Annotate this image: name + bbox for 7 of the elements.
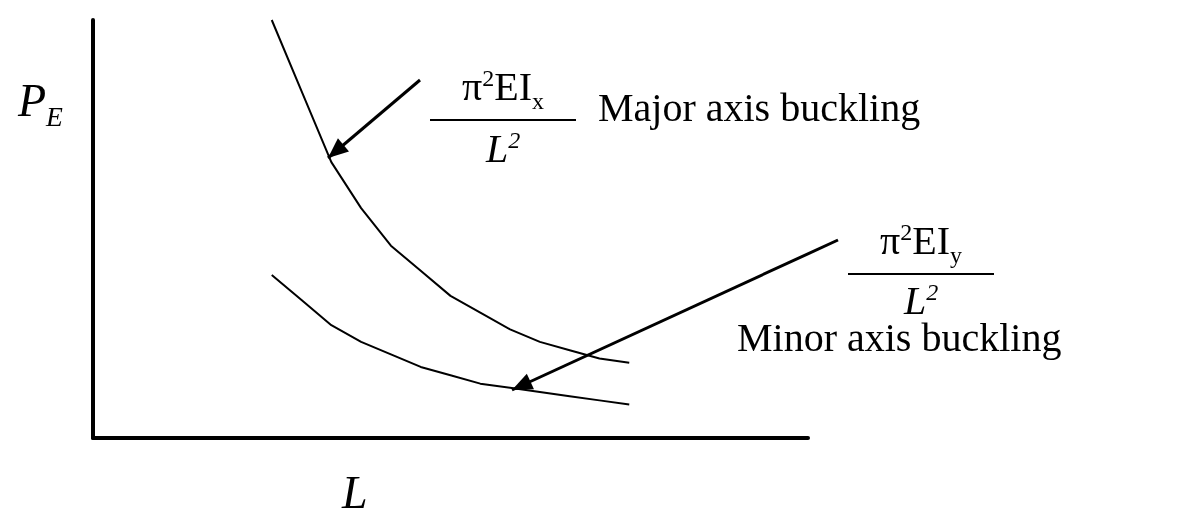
- annotation: L$^{2}$: [484, 126, 522, 172]
- y-axis-title: P$_{E}$: [18, 75, 63, 133]
- annotation: Minor axis buckling: [737, 315, 1062, 360]
- x-axis-title: L: [342, 467, 368, 518]
- annotation: π$^{2}$EI$_{x}$: [430, 64, 576, 122]
- annotation: Major axis buckling: [598, 85, 921, 130]
- text: π$^{2}$EI$_{y}$: [848, 218, 994, 276]
